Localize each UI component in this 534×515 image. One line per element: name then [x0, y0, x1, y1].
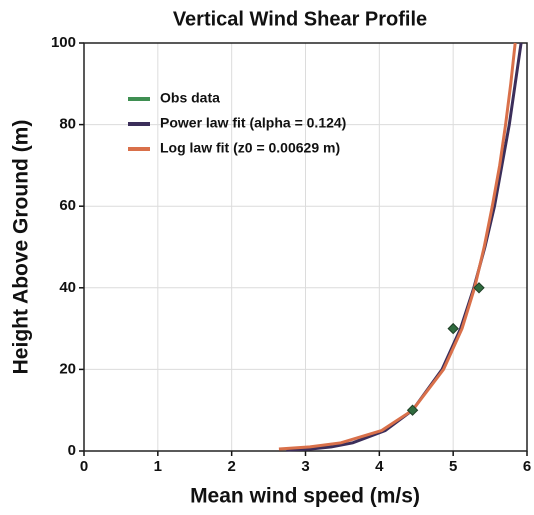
x-tick-label: 3 [301, 458, 309, 475]
y-tick-label: 20 [59, 360, 76, 377]
y-axis-label: Height Above Ground (m) [10, 120, 33, 375]
legend-label: Log law fit (z0 = 0.00629 m) [160, 140, 340, 156]
x-tick-label: 0 [80, 458, 88, 475]
obs-marker [447, 322, 459, 335]
x-axis-label: Mean wind speed (m/s) [190, 485, 420, 508]
obs-marker [473, 282, 485, 294]
y-tick-label: 0 [68, 442, 76, 459]
x-tick-label: 4 [375, 458, 384, 475]
obs-marker [406, 404, 419, 416]
x-tick-label: 1 [154, 458, 162, 475]
y-tick-label: 40 [59, 279, 76, 296]
x-tick-label: 2 [227, 458, 235, 475]
x-tick-label: 5 [449, 458, 457, 475]
fit-line [286, 42, 523, 452]
y-tick-label: 60 [59, 197, 76, 214]
fit-line [278, 42, 517, 451]
legend-label: Obs data [160, 90, 220, 106]
y-tick-label: 80 [59, 116, 76, 133]
x-tick-label: 6 [523, 458, 531, 475]
plot-frame [83, 42, 528, 452]
chart-title: Vertical Wind Shear Profile [173, 8, 427, 30]
y-tick-label: 100 [51, 34, 76, 51]
legend-label: Power law fit (alpha = 0.124) [160, 115, 346, 131]
